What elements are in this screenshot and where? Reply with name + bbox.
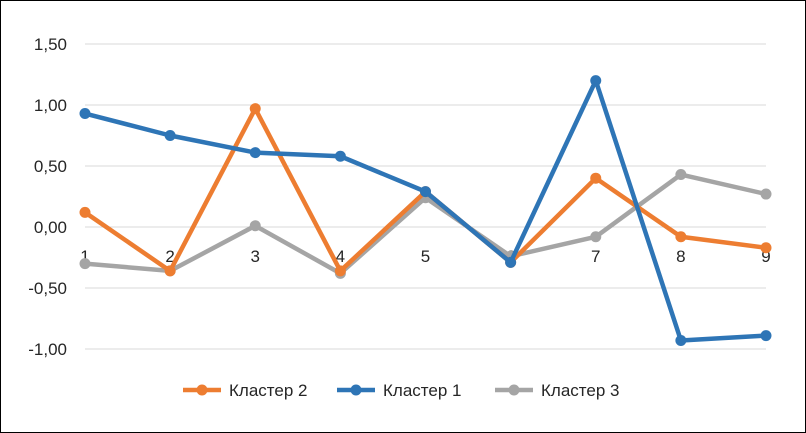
x-tick-label: 1 xyxy=(80,247,89,266)
x-tick-label: 5 xyxy=(421,247,430,266)
x-tick-label: 4 xyxy=(336,247,345,266)
data-point xyxy=(590,172,602,184)
data-point xyxy=(164,265,176,277)
legend-label: Кластер 1 xyxy=(383,381,461,400)
data-point xyxy=(164,130,176,141)
data-point xyxy=(590,75,602,87)
legend-swatch-marker xyxy=(508,384,520,396)
y-tick-label: -1,00 xyxy=(28,340,67,359)
data-point xyxy=(79,108,91,120)
data-point xyxy=(590,231,602,243)
series-line xyxy=(82,78,769,343)
y-axis-ticks: 1,50 1,00 0,50 0,00 -0,50 -1,00 xyxy=(28,35,67,359)
data-point xyxy=(249,147,261,159)
data-point xyxy=(675,169,687,181)
x-tick-label: 3 xyxy=(251,247,260,266)
legend: Кластер 2 Кластер 1 Кластер 3 xyxy=(183,381,619,400)
data-point xyxy=(505,256,517,268)
x-tick-label: 9 xyxy=(761,247,770,266)
data-point xyxy=(760,242,772,254)
series-2 xyxy=(79,75,772,346)
legend-item: Кластер 2 xyxy=(183,381,307,400)
data-point xyxy=(334,150,346,162)
x-tick-label: 7 xyxy=(591,247,600,266)
y-tick-label: 1,00 xyxy=(34,96,67,115)
data-point xyxy=(249,220,261,232)
legend-label: Кластер 2 xyxy=(229,381,307,400)
data-point xyxy=(675,231,687,243)
y-tick-label: 0,00 xyxy=(34,218,67,237)
data-point xyxy=(675,334,687,346)
data-point xyxy=(760,188,772,200)
x-tick-label: 8 xyxy=(676,247,685,266)
gridlines xyxy=(85,43,766,350)
y-tick-label: 1,50 xyxy=(34,35,67,54)
data-point xyxy=(420,186,431,198)
x-tick-label: 2 xyxy=(165,247,174,266)
data-point xyxy=(249,103,261,115)
data-point xyxy=(79,258,91,270)
y-tick-label: 0,50 xyxy=(34,157,67,176)
legend-swatch-marker xyxy=(350,384,362,396)
data-point xyxy=(334,265,346,277)
legend-label: Кластер 3 xyxy=(541,381,619,400)
series-layer xyxy=(79,75,772,346)
legend-item: Кластер 3 xyxy=(495,381,619,400)
data-point xyxy=(760,330,772,342)
legend-item: Кластер 1 xyxy=(337,381,461,400)
legend-swatch-marker xyxy=(196,384,208,396)
y-tick-label: -0,50 xyxy=(28,279,67,298)
data-point xyxy=(79,206,91,218)
